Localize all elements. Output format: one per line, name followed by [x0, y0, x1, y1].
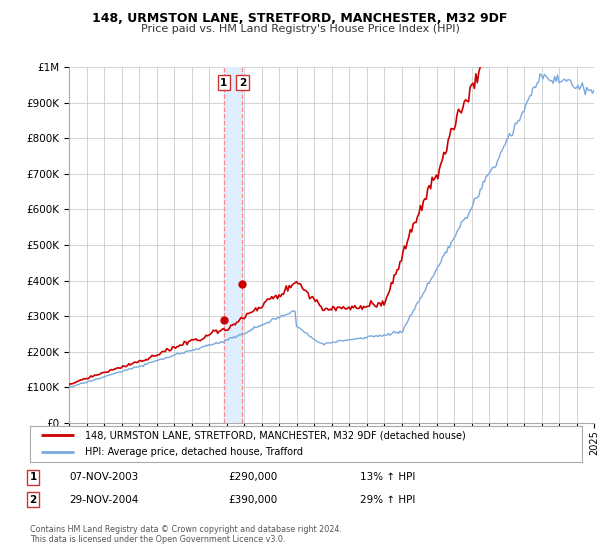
Text: 2: 2 [29, 494, 37, 505]
Text: 148, URMSTON LANE, STRETFORD, MANCHESTER, M32 9DF (detached house): 148, URMSTON LANE, STRETFORD, MANCHESTER… [85, 431, 466, 440]
Text: 29-NOV-2004: 29-NOV-2004 [69, 494, 139, 505]
Text: £290,000: £290,000 [228, 472, 277, 482]
Text: Price paid vs. HM Land Registry's House Price Index (HPI): Price paid vs. HM Land Registry's House … [140, 24, 460, 34]
Text: 1: 1 [220, 78, 227, 88]
Bar [224, 67, 242, 423]
Text: 148, URMSTON LANE, STRETFORD, MANCHESTER, M32 9DF: 148, URMSTON LANE, STRETFORD, MANCHESTER… [92, 12, 508, 25]
Text: 07-NOV-2003: 07-NOV-2003 [69, 472, 138, 482]
Text: HPI: Average price, detached house, Trafford: HPI: Average price, detached house, Traf… [85, 447, 303, 457]
Text: 29% ↑ HPI: 29% ↑ HPI [360, 494, 415, 505]
Text: Contains HM Land Registry data © Crown copyright and database right 2024.: Contains HM Land Registry data © Crown c… [30, 525, 342, 534]
Text: This data is licensed under the Open Government Licence v3.0.: This data is licensed under the Open Gov… [30, 535, 286, 544]
Text: 13% ↑ HPI: 13% ↑ HPI [360, 472, 415, 482]
Text: 1: 1 [29, 472, 37, 482]
Text: £390,000: £390,000 [228, 494, 277, 505]
Text: 2: 2 [239, 78, 246, 88]
